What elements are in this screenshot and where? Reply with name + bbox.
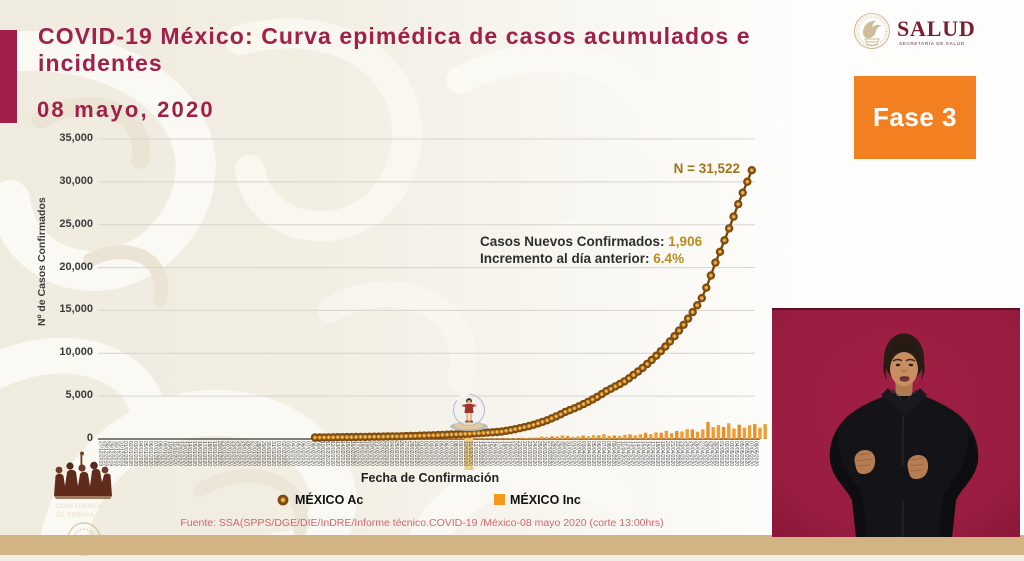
svg-text:CONFERENCIA: CONFERENCIA (56, 504, 104, 510)
svg-text:DE PRENSA: DE PRENSA (56, 513, 94, 519)
